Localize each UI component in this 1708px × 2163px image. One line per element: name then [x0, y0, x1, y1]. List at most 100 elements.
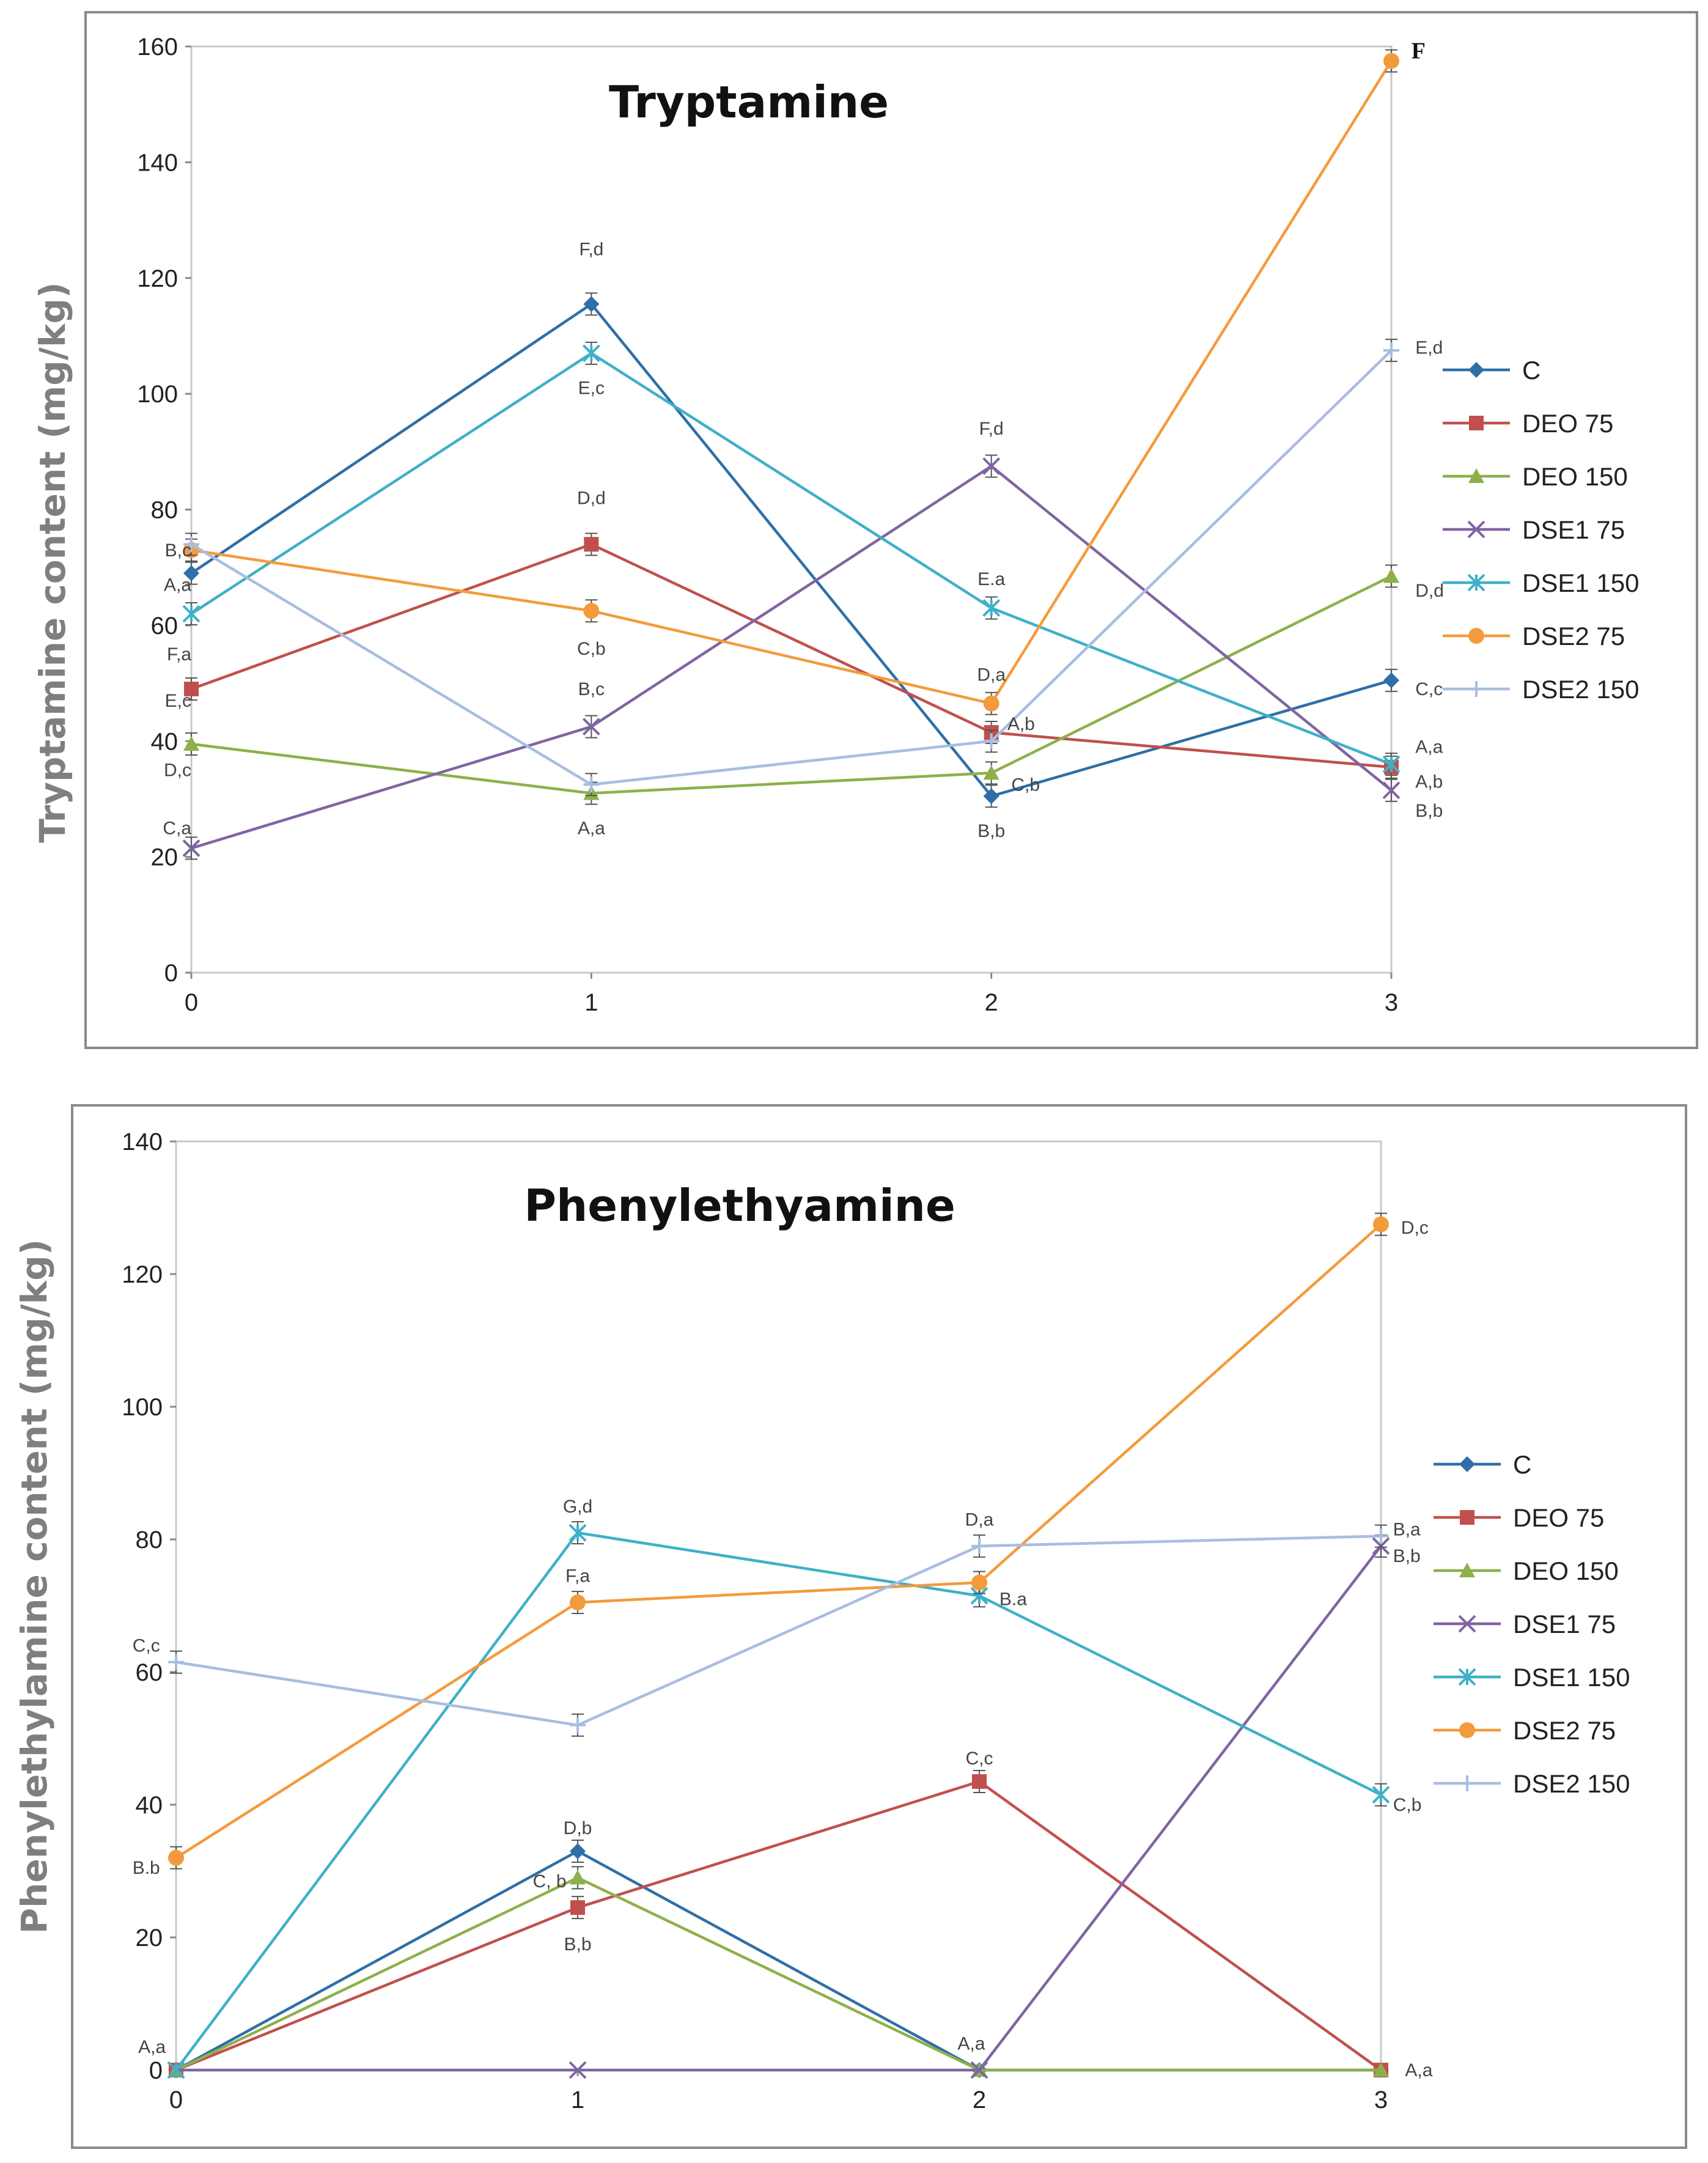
phenylethylamine-legend-label: DSE2 150 [1513, 1769, 1630, 1798]
tryptamine-y-tick-label: 140 [137, 149, 178, 176]
tryptamine-axis-ticks: 0 20 40 60 80 100 120 140 160 0 1 2 3 [137, 34, 1398, 1016]
phenylethylamine-significance-labels: C,c B.b A,a G,d F,a D,b C, b B,b D,a B.a C,c A,a D,c… [133, 1218, 1433, 2080]
phenylethylamine-legend-swatch-marker [1458, 1615, 1476, 1633]
phenylethylamine-x-tick-label: 1 [571, 2087, 584, 2113]
phenylethylamine-series-deo-150-point [570, 1870, 586, 1885]
tryptamine-legend-swatch-marker [1469, 416, 1484, 430]
tryptamine-significance-label: C,a [163, 818, 191, 838]
tryptamine-legend-item-dse1-75: DSE1 75 [1443, 515, 1625, 544]
phenylethylamine-chart-frame [71, 1104, 1687, 2149]
tryptamine-legend-label: DSE2 150 [1522, 675, 1639, 704]
tryptamine-series-dse2-75-group [183, 49, 1399, 715]
phenylethylamine-significance-label: C,b [1393, 1795, 1422, 1815]
phenylethylamine-significance-label: A,a [957, 2034, 985, 2054]
phenylethylamine-legend-item-dse2-150: DSE2 150 [1434, 1769, 1630, 1798]
phenylethylamine-x-tick-label: 2 [973, 2087, 986, 2113]
phenylethylamine-series-dse2-75-point [168, 1849, 184, 1866]
phenylethylamine-series-dse1-150-point [167, 2061, 185, 2079]
tryptamine-significance-label: E,d [1415, 337, 1443, 358]
phenylethylamine-series-deo-75-point [972, 1774, 987, 1789]
phenylethylamine-series-dse1-75-line [176, 1545, 1382, 2072]
tryptamine-significance-label: F,d [979, 419, 1004, 439]
tryptamine-series-c-point [583, 296, 600, 312]
tryptamine-series-dse1-150-group [182, 341, 1401, 776]
tryptamine-series-dse2-150-point [983, 733, 999, 750]
phenylethylamine-axis-ticks: 0 20 40 60 80 100 120 140 0 1 2 3 [122, 1129, 1388, 2113]
tryptamine-legend-swatch-marker [1468, 468, 1484, 483]
tryptamine-significance-label: E.a [977, 569, 1005, 589]
phenylethylamine-legend-swatch-marker [1459, 1775, 1475, 1791]
tryptamine-series-dse1-150-point [182, 605, 201, 623]
phenylethylamine-series-dse2-150-point [570, 1717, 586, 1733]
tryptamine-legend-swatch-marker [1468, 628, 1484, 644]
phenylethylamine-significance-label: F,a [565, 1566, 590, 1586]
phenylethylamine-series-group [167, 1212, 1390, 2079]
tryptamine-legend-label: DSE1 150 [1522, 569, 1639, 597]
tryptamine-significance-label: E,c [165, 691, 191, 711]
tryptamine-y-tick-label: 80 [151, 497, 179, 524]
tryptamine-series-deo-150-point [183, 735, 199, 751]
phenylethylamine-y-tick-label: 140 [122, 1129, 163, 1155]
phenylethylamine-significance-label: C,c [133, 1636, 160, 1656]
phenylethylamine-significance-label: C,c [966, 1748, 993, 1769]
phenylethylamine-legend-label: DEO 150 [1513, 1557, 1619, 1585]
tryptamine-legend-label: DSE2 75 [1522, 622, 1625, 650]
phenylethylamine-x-tick-label: 0 [169, 2087, 183, 2113]
tryptamine-series-dse2-150-point [183, 536, 199, 553]
phenylethylamine-legend-item-dse1-150: DSE1 150 [1434, 1663, 1630, 1692]
phenylethylamine-series-dse1-150-point [1372, 1786, 1390, 1804]
tryptamine-x-tick-label: 2 [985, 989, 998, 1016]
tryptamine-legend-label: DEO 75 [1522, 409, 1613, 438]
tryptamine-series-dse1-75-point [182, 839, 201, 857]
tryptamine-significance-label: B,b [1415, 801, 1443, 821]
tryptamine-series-dse1-150-line [190, 352, 1392, 766]
phenylethylamine-significance-label: B.a [999, 1590, 1027, 1610]
phenylethylamine-legend-item-deo-150: DEO 150 [1434, 1557, 1619, 1585]
phenylethylamine-significance-label: B,b [564, 1934, 591, 1955]
phenylethylamine-series-deo-75-point [570, 1900, 585, 1915]
phenylethylamine-series-deo-75-line [175, 1780, 1382, 2072]
phenylethylamine-chart-title: Phenylethyamine [524, 1180, 955, 1231]
tryptamine-significance-labels: B,c A,a F,a E,c D,c C,a F,d E,c D,d C,b B,c A,a F,d E… [163, 38, 1444, 841]
phenylethylamine-series-deo-150-line [175, 1876, 1381, 2072]
tryptamine-series-dse1-75-point-stroke-b [982, 457, 1001, 475]
phenylethylamine-series-dse2-75-line [175, 1223, 1382, 1859]
tryptamine-y-tick-label: 120 [137, 265, 178, 292]
tryptamine-significance-label: B,b [977, 821, 1005, 841]
tryptamine-series-deo-150-group [183, 564, 1399, 805]
phenylethylamine-series-dse1-150-point [569, 1524, 587, 1542]
tryptamine-series-dse1-75-point-stroke-b [182, 839, 201, 857]
phenylethylamine-series-dse1-75-point-stroke-b [569, 2061, 587, 2079]
phenylethylamine-y-tick-label: 40 [136, 1792, 163, 1819]
phenylethylamine-series-dse1-150-group [167, 1521, 1390, 2079]
phenylethylamine-y-tick-label: 120 [122, 1261, 163, 1288]
phenylethylamine-chart-panel: 0 20 40 60 80 100 120 140 0 1 2 3 C,c B.b A,a G,d F,a D,… [13, 1104, 1687, 2149]
phenylethylamine-series-dse2-75-point [570, 1594, 586, 1611]
tryptamine-series-dse2-75-point [983, 695, 999, 712]
tryptamine-legend-label: DEO 150 [1522, 462, 1628, 491]
phenylethylamine-legend-label: DSE1 150 [1513, 1663, 1630, 1692]
phenylethylamine-significance-label: D,c [1401, 1218, 1429, 1238]
tryptamine-x-tick-label: 0 [185, 989, 198, 1016]
tryptamine-significance-label: A,a [1415, 737, 1443, 757]
tryptamine-legend-item-dse2-150: DSE2 150 [1443, 675, 1639, 704]
tryptamine-legend-item-deo-75: DEO 75 [1443, 409, 1613, 438]
phenylethylamine-series-dse2-150-line [175, 1535, 1382, 1727]
phenylethylamine-series-dse2-75-point [1373, 1216, 1389, 1233]
tryptamine-legend-swatch-marker [1467, 573, 1485, 592]
phenylethylamine-y-tick-label: 80 [136, 1527, 163, 1553]
tryptamine-series-deo-75-point [184, 682, 199, 697]
tryptamine-legend-item-deo-150: DEO 150 [1443, 462, 1628, 491]
phenylethylamine-legend-swatch-marker [1459, 1456, 1475, 1472]
phenylethylamine-series-dse1-75-point [970, 2061, 988, 2079]
tryptamine-significance-label: B,c [578, 679, 605, 699]
phenylethylamine-series-dse2-150-point [168, 1654, 184, 1670]
tryptamine-series-dse2-150-point [583, 776, 600, 793]
tryptamine-significance-label: C,b [577, 639, 606, 659]
tryptamine-series-dse1-150-point [982, 599, 1001, 617]
tryptamine-significance-label: B,c [165, 540, 191, 561]
tryptamine-y-tick-label: 60 [151, 613, 179, 639]
phenylethylamine-legend-item-c: C [1434, 1450, 1531, 1479]
phenylethylamine-legend-swatch-marker [1460, 1510, 1474, 1525]
